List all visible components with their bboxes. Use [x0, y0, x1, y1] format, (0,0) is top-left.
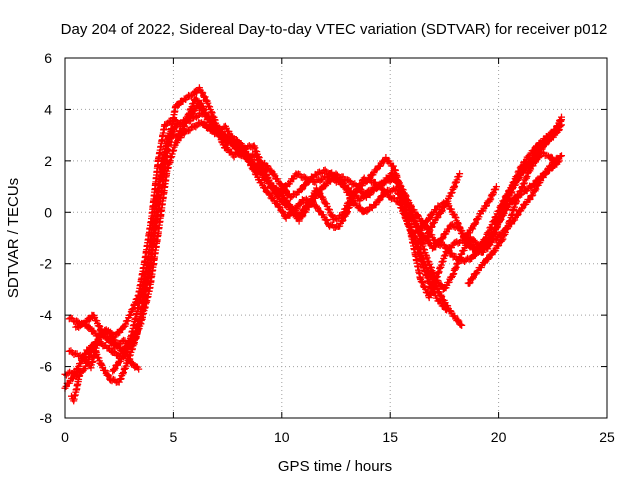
- series-11-markers: [109, 350, 143, 375]
- x-tick-label: 5: [170, 429, 178, 445]
- series-6-markers: [464, 148, 565, 287]
- y-tick-label: -8: [40, 410, 53, 426]
- y-tick-label: 4: [44, 101, 52, 117]
- y-tick-label: 6: [44, 50, 52, 66]
- x-tick-label: 20: [491, 429, 507, 445]
- y-axis-title: SDTVAR / TECUs: [5, 178, 22, 298]
- x-tick-label: 0: [61, 429, 69, 445]
- y-tick-label: 2: [44, 153, 52, 169]
- series-6: [464, 148, 565, 287]
- series-12-markers: [68, 368, 84, 405]
- y-tick-label: -4: [40, 307, 53, 323]
- x-axis-title: GPS time / hours: [278, 458, 392, 475]
- series-12: [68, 368, 84, 405]
- y-tick-label: -6: [40, 359, 53, 375]
- plot-frame: [64, 57, 608, 419]
- y-tick-label: -2: [40, 256, 53, 272]
- x-tick-label: 10: [274, 429, 290, 445]
- series-10: [484, 121, 565, 253]
- ticks: 0 5 10 15 20 25 -8 -6 -4 -2 0 2 4 6: [40, 50, 615, 445]
- series-10-markers: [484, 121, 565, 253]
- chart-title: Day 204 of 2022, Sidereal Day-to-day VTE…: [61, 21, 608, 38]
- x-tick-label: 15: [382, 429, 398, 445]
- x-tick-label: 25: [599, 429, 615, 445]
- series-11: [109, 350, 143, 375]
- y-tick-label: 0: [44, 204, 52, 220]
- data-marks: [61, 84, 565, 405]
